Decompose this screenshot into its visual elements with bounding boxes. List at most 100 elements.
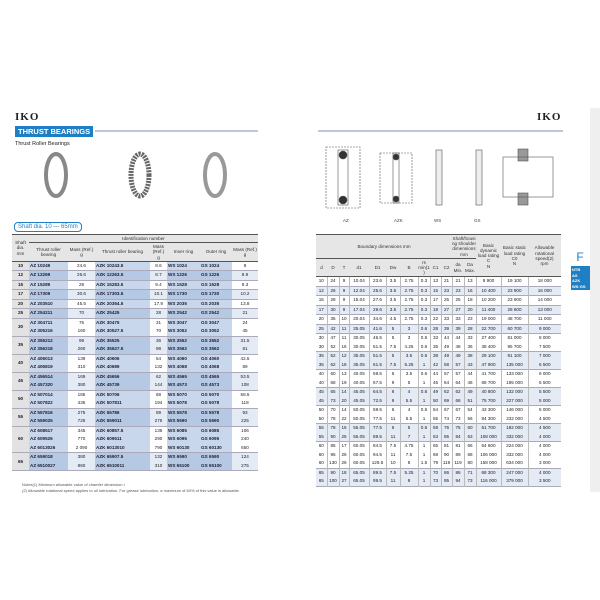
dim-cell-3: 50.05: [348, 414, 369, 424]
dim-cell-9: 67: [440, 405, 452, 415]
dim-cell-5: 5: [385, 324, 400, 334]
dim-cell-9: 62: [440, 387, 452, 397]
dim-cell-6: 2.75: [399, 276, 418, 287]
az-part-number: AZ 659018: [29, 452, 68, 462]
shaft-range-label: Shaft dia. 10 — 65mm: [14, 222, 82, 232]
table-row: 65 100 27 65.05 99.5 11 8 1 73 95 94 73 116 000 379 0…: [316, 477, 561, 487]
dim-cell-14: 9 000: [527, 324, 561, 334]
azk-part-number: AZK 35525: [95, 336, 150, 346]
section-tab-items[interactable]: NTB AS AZK WS·GS: [571, 266, 590, 290]
dim-cell-11: 73: [463, 477, 476, 487]
az-part-number: AZ 608517: [29, 426, 68, 436]
azk-part-number: AZK 30475: [95, 318, 150, 328]
dim-cell-10: 81: [451, 441, 464, 451]
azk-part-number: AZK 30527.5: [95, 327, 150, 337]
dim-cell-10: 49: [451, 351, 464, 361]
dim-cell-12: 68 300: [475, 468, 501, 478]
dim-cell-11: 80: [463, 459, 476, 469]
mounting-drawing: [502, 148, 554, 206]
dim-cell-5: 3.5: [385, 305, 400, 315]
header-shaft: Shaft dia. mm: [12, 234, 29, 262]
shaft-group: 25 AZ 254211 70 AZK 25425 28 WS 2542 GS 2542 21: [12, 308, 258, 319]
dim-cell-11: 16: [463, 286, 476, 296]
outer-ring-number: GS 2542: [200, 308, 232, 319]
dim-cell-1: 130: [326, 459, 339, 469]
shaft-group: 15 AZ 15289 28 AZK 15283.5 9.4 WS 1528 GS 1528…: [12, 280, 258, 290]
inner-ring-number: WS 3052: [167, 327, 200, 337]
table-row: 60 AZ 608517 345 AZK 60857.5 135 WS 6085 GS 60…: [12, 426, 258, 453]
dim-cell-2: 14: [338, 405, 349, 415]
dim-cell-6: 5.5: [399, 414, 418, 424]
dim-cell-9: 57: [440, 369, 452, 379]
dim-cell-3: 60.05: [348, 459, 369, 469]
dim-cell-13: 19 100: [500, 276, 528, 287]
dim-cell-5: 6: [385, 369, 400, 379]
az-part-number: AZ 559025: [29, 417, 68, 427]
dim-cell-14: 4 000: [527, 432, 561, 442]
shaft-group: 17 AZ 17309 30.6 AZK 17303.5 10.1 WS 1730 GS 1…: [12, 289, 258, 300]
dim-cell-3: 40.05: [348, 378, 369, 388]
dim-cell-6: 8: [399, 477, 418, 487]
dimension-group: 10 24 9 10.04 23.6 3.5 2.75 0.3 13 21 21 13 8 900 19 …: [316, 276, 561, 287]
dim-cell-1: 90: [326, 432, 339, 442]
outer-ring-number: GS 60130: [200, 443, 232, 453]
dim-cell-3: 30.05: [348, 342, 369, 352]
table-row: 10 AZ 10249 24.6 AZK 10243.5 8.6 WS 1024 GS 10…: [12, 261, 258, 271]
dim-cell-0: 60: [318, 460, 324, 466]
dim-cell-3: 40.05: [348, 369, 369, 379]
dim-cell-0: 60: [318, 451, 324, 457]
dim-cell-14: 11 000: [527, 314, 561, 325]
dim-cell-2: 26: [338, 450, 349, 460]
az-mass: 139: [77, 355, 86, 361]
dim-cell-13: 379 000: [500, 477, 528, 487]
dim-cell-8: 42: [429, 360, 441, 370]
dim-cell-1: 24: [326, 276, 339, 287]
table-row: AZ 507822 435 AZK 507811 194 WS 5078 GS 5078 1…: [12, 399, 258, 409]
ring-mass: 118: [241, 400, 249, 406]
dim-cell-13: 195 000: [500, 378, 528, 388]
outer-ring-number: GS 6085: [200, 426, 232, 436]
dim-cell-0: 25: [316, 324, 327, 334]
table-row: 25 AZ 254211 70 AZK 25425 28 WS 2542 GS 2542 21: [12, 308, 258, 319]
az-part-number: AZ 15289: [29, 280, 68, 290]
dim-cell-14: 8 000: [527, 333, 561, 343]
table-row: 17 30 9 17.04 29.6 3.5 2.75 0.3 19 27 27 20 11 400 28…: [316, 305, 561, 315]
az-drawing: [325, 146, 361, 209]
dim-cell-12: 51 700: [475, 423, 501, 433]
az-part-number: AZ 6510027: [29, 461, 68, 471]
azk-mass: 8.6: [155, 262, 162, 268]
table-row: AZ 406819 310 AZK 40689 132 WS 4068 GS 4068 89: [12, 363, 258, 373]
dim-cell-12: 19 000: [475, 314, 501, 325]
azk-part-number: AZK 559011: [95, 417, 150, 427]
dim-cell-2: 16: [338, 423, 349, 433]
az-mass: 770: [77, 436, 86, 442]
azk-mass: 132: [150, 452, 167, 462]
azk-part-number: AZK 17303.5: [95, 289, 150, 300]
table-row: 45 65 14 45.05 64.5 6 4 0.6 49 62 62 49 40 800 132 00…: [316, 387, 561, 397]
dim-cell-3: 20.04: [348, 314, 369, 325]
dim-cell-10: 84: [451, 432, 464, 442]
az-part-number: AZ 305216: [29, 327, 68, 337]
azk-drawing: [379, 152, 413, 204]
dim-cell-5: 4.5: [385, 314, 400, 325]
az-part-number: AZ 609526: [29, 435, 68, 444]
dim-cell-8: 38: [429, 351, 441, 361]
dim-cell-8: 45: [429, 378, 441, 388]
dim-cell-9: 90: [440, 450, 452, 460]
header-identification: Identification number: [29, 233, 258, 244]
inner-ring-number: WS 6095: [167, 435, 200, 444]
dim-cell-14: 6 500: [527, 360, 561, 370]
dim-cell-7: 0.6: [417, 387, 430, 397]
dim-cell-13: 332 000: [500, 432, 528, 442]
ring-mass: 21: [232, 308, 258, 319]
dim-cell-6: 2.75: [399, 286, 418, 296]
dim-cell-3: 10.04: [348, 276, 369, 287]
az-mass: 275: [68, 408, 95, 418]
azk-part-number: AZK 35627.5: [95, 345, 150, 355]
dim-cell-13: 132 000: [500, 387, 528, 397]
azk-mass: 17.9: [154, 300, 163, 306]
section-tab-letter[interactable]: F: [576, 250, 584, 264]
ring-mass: 124: [232, 452, 258, 462]
dim-cell-12: 38 400: [475, 342, 501, 352]
dim-cell-14: 7 500: [527, 342, 561, 352]
